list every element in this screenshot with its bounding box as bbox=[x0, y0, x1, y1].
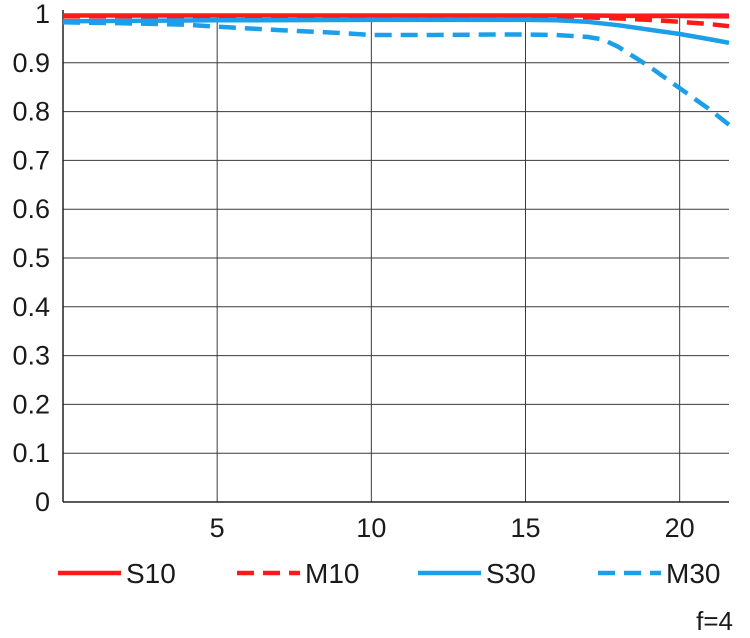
y-tick-label: 0.5 bbox=[12, 243, 50, 273]
series-lines bbox=[62, 13, 731, 127]
y-tick-label: 0.8 bbox=[12, 97, 50, 127]
aperture-note: f=4 bbox=[696, 606, 733, 636]
y-tick-label: 0.2 bbox=[12, 389, 50, 419]
y-tick-label: 0.1 bbox=[12, 438, 50, 468]
x-tick-label: 15 bbox=[510, 513, 540, 543]
legend-label-s30: S30 bbox=[486, 558, 536, 589]
axes bbox=[62, 10, 729, 503]
y-tick-label: 0.7 bbox=[12, 145, 50, 175]
y-tick-label: 0.3 bbox=[12, 341, 50, 371]
series-line-s10 bbox=[63, 13, 730, 19]
legend: S10 M10 S30 M30 bbox=[58, 558, 720, 589]
legend-label-m30: M30 bbox=[666, 558, 720, 589]
x-tick-label: 20 bbox=[665, 513, 695, 543]
x-tick-label: 10 bbox=[356, 513, 386, 543]
legend-label-m10: M10 bbox=[305, 558, 359, 589]
y-tick-label: 0.6 bbox=[12, 194, 50, 224]
series-line-s30 bbox=[62, 17, 730, 46]
y-tick-label: 0 bbox=[35, 487, 50, 517]
series-line-m30 bbox=[62, 20, 731, 127]
series-line-m10 bbox=[63, 14, 730, 29]
legend-label-s10: S10 bbox=[126, 558, 176, 589]
tick-labels: 00.10.20.30.40.50.60.70.80.915 10 15 20 bbox=[12, 0, 694, 543]
grid bbox=[63, 13, 729, 502]
x-tick-label: 5 bbox=[210, 513, 225, 543]
y-tick-label: 0.9 bbox=[12, 48, 50, 78]
y-tick-label: 0.4 bbox=[12, 292, 50, 322]
y-tick-label: 1 bbox=[35, 0, 50, 29]
